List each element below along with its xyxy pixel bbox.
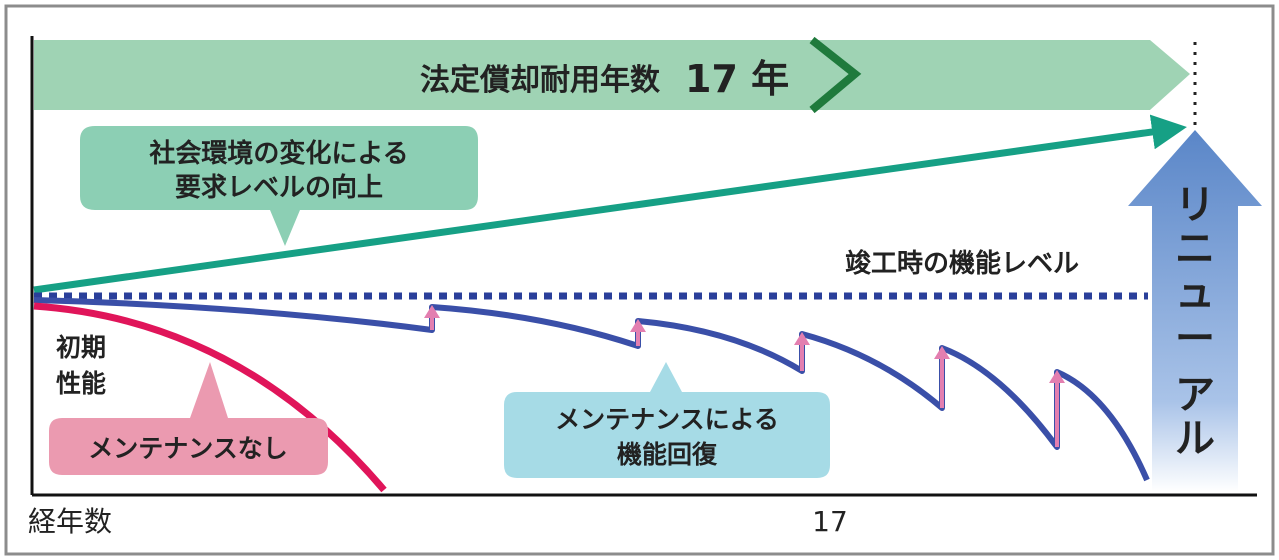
requirement-callout [80, 126, 478, 246]
initial-label-line1: 初期 [56, 333, 106, 362]
recovery-arrowhead-2 [630, 319, 646, 332]
outer-frame [4, 4, 1275, 556]
recovery-arrowhead-3 [794, 332, 810, 345]
recovery-arrows [424, 305, 1065, 447]
renewal-char-3: ュ [1175, 270, 1215, 316]
recovery-arrowhead-4 [934, 346, 950, 359]
baseline-label: 竣工時の機能レベル [845, 248, 1079, 279]
renewal-char-5: ア [1175, 372, 1215, 418]
no-maintenance-callout [49, 362, 328, 475]
renewal-label: リ ニ ュ ー ア ル [1175, 182, 1215, 462]
requirement-rising-line [33, 114, 1187, 294]
banner-text: 法定償却耐用年数 [420, 63, 661, 98]
requirement-callout-line2: 要求レベルの向上 [175, 172, 383, 203]
top-banner-arrow [34, 40, 1190, 110]
x-axis-tick-17: 17 [812, 505, 848, 538]
recovery-arrowhead-1 [424, 305, 440, 318]
initial-label-line2: 性能 [56, 369, 106, 398]
renewal-char-2: ニ [1175, 226, 1215, 272]
renewal-arrow [1128, 130, 1262, 492]
no-maintenance-curve [33, 302, 387, 493]
no-maintenance-callout-text: メンテナンスなし [88, 434, 288, 463]
maintained-performance-curve [33, 297, 1150, 482]
maintenance-callout-line2: 機能回復 [617, 440, 718, 469]
maintenance-callout [504, 362, 830, 478]
renewal-char-1: リ [1175, 182, 1215, 228]
recovery-arrowhead-5 [1049, 370, 1065, 383]
maintenance-callout-line1: メンテナンスによる [555, 405, 779, 434]
banner-years: 17 年 [685, 57, 789, 101]
x-axis-label: 経年数 [28, 505, 112, 538]
requirement-callout-line1: 社会環境の変化による [149, 138, 408, 169]
renewal-char-6: ル [1175, 416, 1215, 462]
renewal-char-4: ー [1175, 316, 1215, 362]
banner-chevron-icon [809, 36, 862, 114]
